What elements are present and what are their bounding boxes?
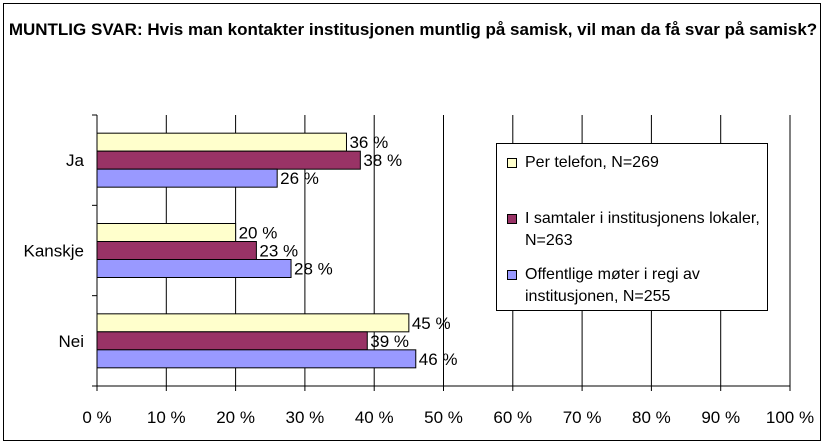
bar: [96, 241, 257, 260]
category-label: Ja: [66, 151, 85, 170]
x-tick-label: 40 %: [355, 408, 394, 427]
bar: [96, 168, 278, 188]
x-tick-label: 10 %: [147, 408, 186, 427]
x-tick-label: 60 %: [493, 408, 532, 427]
category-label: Kanskje: [24, 242, 84, 261]
chart-title: MUNTLIG SVAR: Hvis man kontakter institu…: [8, 20, 818, 39]
x-tick-label: 30 %: [286, 408, 325, 427]
legend-swatch-samtaler: [507, 214, 517, 224]
x-tick-label: 70 %: [563, 408, 602, 427]
bar: [96, 150, 361, 170]
legend-label-samtaler: I samtaler i institusjonens lokaler, N=2…: [525, 210, 760, 249]
legend-swatch-per-telefon: [507, 158, 517, 168]
bar: [96, 349, 417, 369]
bar: [96, 313, 410, 333]
data-label: 23 %: [259, 242, 298, 261]
data-label: 26 %: [280, 169, 319, 188]
legend: Per telefon, N=269 I samtaler i institus…: [496, 143, 768, 311]
data-label: 28 %: [294, 260, 333, 279]
x-tick-label: 100 %: [766, 408, 814, 427]
data-label: 38 %: [363, 151, 402, 170]
x-tick-label: 90 %: [701, 408, 740, 427]
x-tick-label: 20 %: [216, 408, 255, 427]
x-tick-label: 80 %: [632, 408, 671, 427]
x-tick-label: 50 %: [424, 408, 463, 427]
bar: [96, 259, 292, 278]
bar: [96, 223, 237, 242]
category-label: Nei: [58, 332, 84, 351]
data-label: 39 %: [370, 332, 409, 351]
bar: [96, 331, 368, 351]
bar: [96, 132, 347, 152]
legend-label-offentlige-moter: Offentlige møter i regi av institusjonen…: [525, 266, 700, 305]
legend-swatch-offentlige-moter: [507, 270, 517, 280]
x-tick-label: 0 %: [82, 408, 111, 427]
data-label: 36 %: [349, 133, 388, 152]
legend-label-per-telefon: Per telefon, N=269: [525, 154, 659, 171]
data-label: 45 %: [412, 314, 451, 333]
data-label: 20 %: [239, 224, 278, 243]
data-label: 46 %: [419, 350, 458, 369]
